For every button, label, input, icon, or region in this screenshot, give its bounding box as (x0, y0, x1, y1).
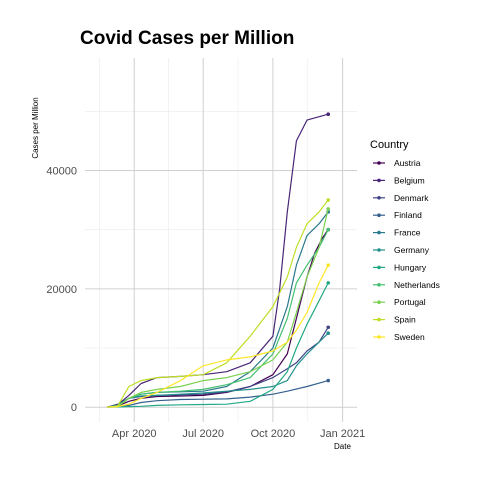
legend-item: Germany (373, 245, 430, 255)
x-tick-label: Jan 2021 (320, 428, 365, 440)
series-lines (106, 112, 331, 408)
legend-label: Denmark (394, 193, 429, 203)
legend-label: Austria (394, 158, 421, 168)
series-end-point (326, 325, 331, 330)
legend-item: Spain (373, 315, 416, 325)
legend-item: Austria (373, 158, 421, 168)
x-axis-title: Date (334, 442, 351, 451)
legend-item: Belgium (373, 175, 425, 185)
legend-label: France (394, 228, 421, 238)
series-line-france (106, 211, 329, 408)
legend-label: Spain (394, 315, 416, 325)
series-end-point (326, 198, 331, 202)
legend-key-point (377, 196, 381, 200)
legend: Country Austria Belgium Denmark Finland Fran… (370, 139, 440, 342)
series-line-hungary (106, 282, 329, 408)
legend-title: Country (370, 139, 409, 151)
legend-label: Hungary (394, 262, 427, 272)
legend-item: Denmark (373, 193, 429, 203)
legend-item: Netherlands (373, 280, 440, 290)
series-line-belgium (106, 113, 329, 408)
series-end-point (326, 112, 331, 117)
legend-key-point (377, 178, 381, 183)
legend-item: France (373, 228, 421, 238)
grid (85, 58, 357, 422)
legend-label: Germany (394, 245, 430, 255)
x-axis: Apr 2020 Jul 2020 Oct 2020 Jan 2021 (112, 428, 365, 440)
y-axis-title: Cases per Million (31, 97, 40, 158)
y-tick-label: 40000 (46, 165, 77, 177)
legend-key-point (377, 265, 381, 270)
x-tick-label: Oct 2020 (251, 428, 296, 440)
legend-label: Sweden (394, 332, 425, 342)
y-tick-label: 20000 (46, 284, 77, 296)
legend-item: Finland (373, 210, 422, 220)
legend-item: Hungary (373, 262, 427, 272)
series-line-portugal (106, 208, 329, 408)
series-end-point (326, 263, 331, 267)
legend-item: Portugal (373, 297, 426, 307)
series-end-point (326, 281, 331, 285)
legend-key-point (377, 230, 381, 235)
legend-label: Finland (394, 210, 422, 220)
legend-item: Sweden (373, 332, 425, 342)
series-end-point (326, 227, 331, 232)
legend-label: Portugal (394, 297, 426, 307)
y-tick-label: 0 (71, 402, 77, 414)
legend-label: Netherlands (394, 280, 440, 290)
chart-title: Covid Cases per Million (80, 28, 294, 49)
legend-key-point (377, 335, 381, 339)
legend-key-point (377, 248, 381, 252)
x-tick-label: Apr 2020 (112, 428, 157, 440)
legend-key-point (377, 161, 381, 165)
series-line-finland (106, 380, 329, 408)
series-line-spain (106, 199, 329, 408)
legend-label: Belgium (394, 175, 425, 185)
series-line-sweden (106, 264, 329, 408)
legend-key-point (377, 283, 381, 287)
legend-key-point (377, 213, 381, 217)
series-end-point (326, 378, 331, 383)
legend-key-point (377, 317, 381, 322)
series-end-point (326, 207, 331, 211)
series-line-germany (106, 332, 329, 408)
series-end-point (326, 331, 331, 336)
y-axis: 0 20000 40000 (46, 165, 77, 414)
legend-key-point (377, 300, 381, 305)
x-tick-label: Jul 2020 (182, 428, 224, 440)
